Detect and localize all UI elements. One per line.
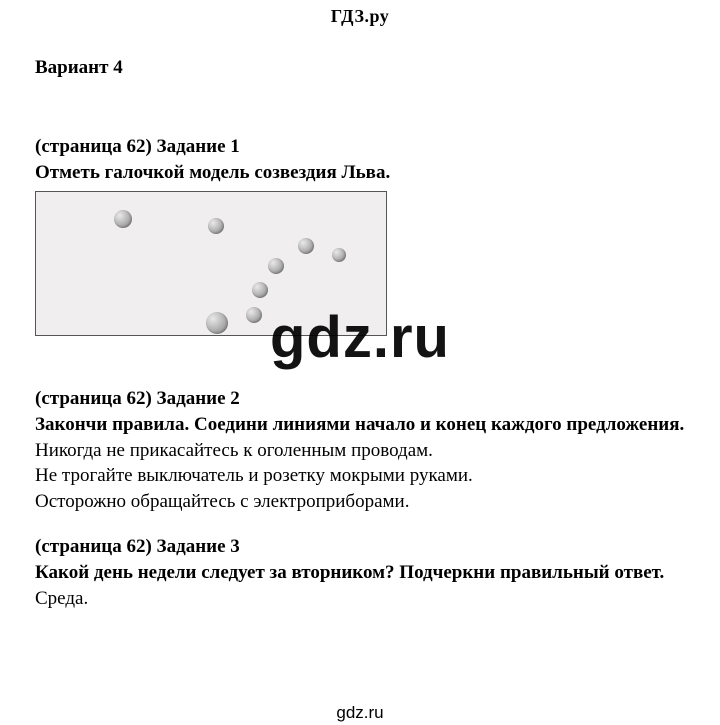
task-1-ref: (страница 62) Задание 1 xyxy=(35,134,685,160)
task-2-line-3: Осторожно обращайтесь с электроприборами… xyxy=(35,489,685,515)
page-root: ГДЗ.ру Вариант 4 (страница 62) Задание 1… xyxy=(0,0,720,725)
site-header: ГДЗ.ру xyxy=(35,0,685,27)
task-2-line-1: Никогда не прикасайтесь к оголенным пров… xyxy=(35,438,685,464)
constellation-orb xyxy=(206,312,228,334)
constellation-orb xyxy=(298,238,314,254)
site-footer: gdz.ru xyxy=(0,703,720,723)
constellation-orb xyxy=(252,282,268,298)
task-3-prompt: Какой день недели следует за вторником? … xyxy=(35,560,685,586)
task-1-prompt: Отметь галочкой модель созвездия Льва. xyxy=(35,160,685,186)
task-3-ref: (страница 62) Задание 3 xyxy=(35,534,685,560)
task-2-ref: (страница 62) Задание 2 xyxy=(35,386,685,412)
task-2-line-2: Не трогайте выключатель и розетку мокрым… xyxy=(35,463,685,489)
task-3-answer: Среда. xyxy=(35,586,685,612)
task-1: (страница 62) Задание 1 Отметь галочкой … xyxy=(35,134,685,336)
task-3: (страница 62) Задание 3 Какой день недел… xyxy=(35,534,685,611)
constellation-orb xyxy=(246,307,262,323)
constellation-orb xyxy=(332,248,346,262)
constellation-figure xyxy=(35,191,387,336)
constellation-orb xyxy=(268,258,284,274)
task-2-prompt: Закончи правила. Соедини линиями начало … xyxy=(35,412,685,438)
constellation-orb xyxy=(114,210,132,228)
constellation-orb xyxy=(208,218,224,234)
variant-label: Вариант 4 xyxy=(35,57,685,79)
task-2: (страница 62) Задание 2 Закончи правила.… xyxy=(35,386,685,514)
